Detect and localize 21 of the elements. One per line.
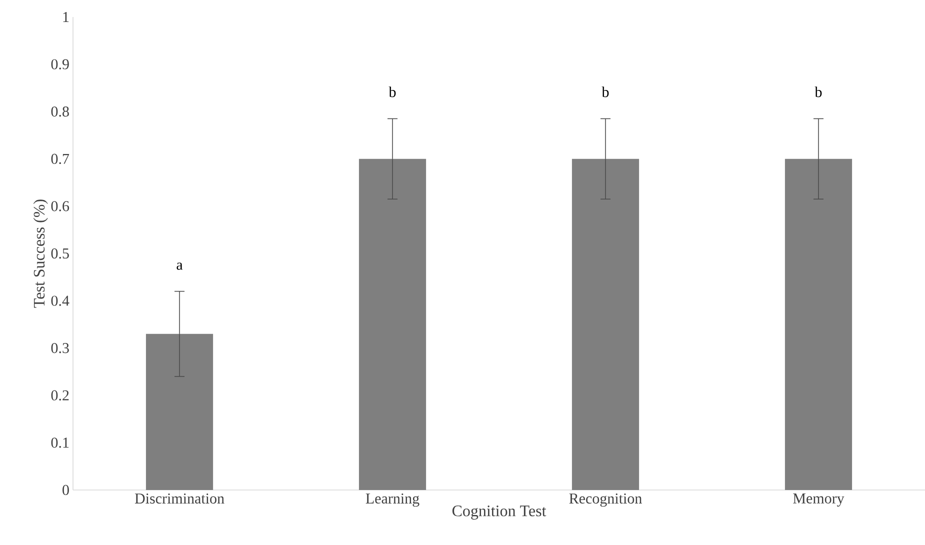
y-tick-label: 0 — [62, 484, 69, 496]
x-axis-title: Cognition Test — [452, 506, 546, 520]
y-tick-label: 0.9 — [51, 59, 69, 70]
y-axis-title: Test Success (%) — [33, 200, 48, 308]
y-tick-label: 0.4 — [51, 296, 70, 306]
y-tick-label: 0.3 — [51, 342, 69, 354]
x-tick-label: Recognition — [569, 494, 642, 507]
y-tick-label: 0.6 — [51, 201, 70, 212]
y-tick-label: 0.5 — [51, 248, 69, 259]
y-tick-label: 0.7 — [51, 154, 70, 164]
y-tick-label: 1 — [63, 12, 69, 22]
x-tick-label: Learning — [366, 494, 420, 507]
x-tick-label: Memory — [793, 494, 844, 507]
annotation: b — [602, 86, 609, 98]
annotation: b — [388, 86, 396, 98]
y-tick-label: 0.8 — [51, 106, 69, 117]
x-tick-label: Discrimination — [134, 494, 224, 504]
annotation: b — [814, 86, 822, 98]
y-tick-label: 0.1 — [51, 438, 69, 448]
annotation: a — [176, 262, 183, 270]
y-tick-label: 0.2 — [51, 390, 69, 400]
